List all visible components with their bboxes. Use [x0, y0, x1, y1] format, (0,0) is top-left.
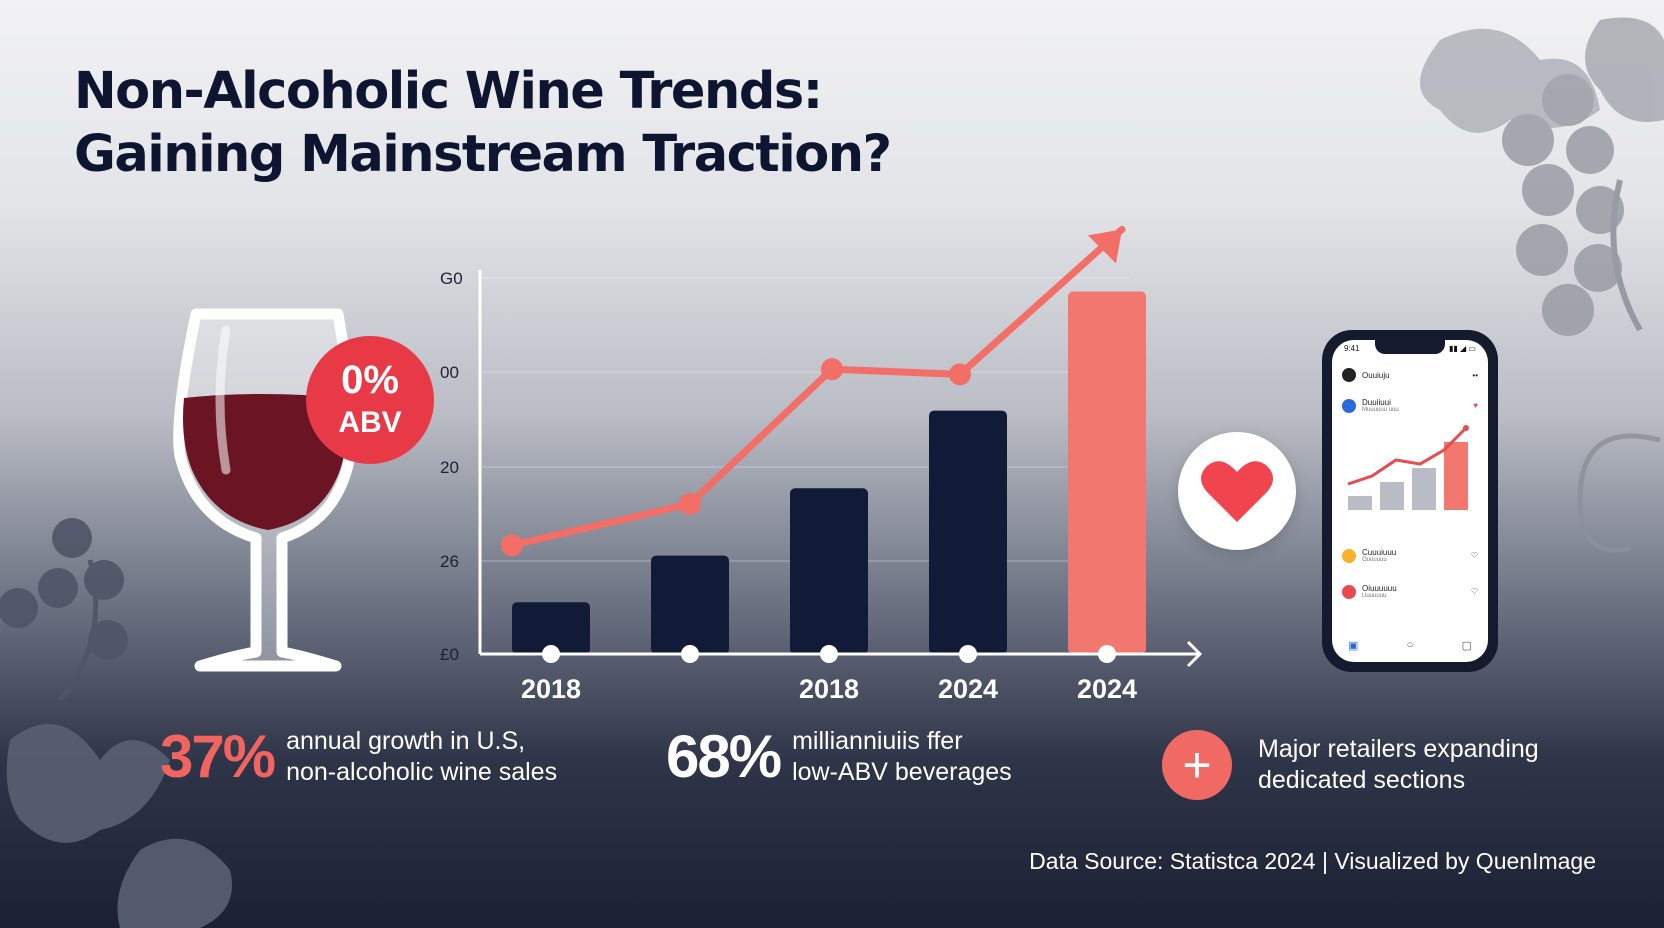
phone-heart-outline-icon[interactable]: ♡ [1470, 587, 1478, 596]
y-tick-label: 26 [440, 552, 459, 571]
phone-header-label: Ouuiuju [1362, 370, 1390, 380]
phone-signal-icon: ▮▮ ◢ ▭ [1449, 344, 1476, 353]
trend-point [501, 534, 523, 557]
chart-grid [480, 277, 1130, 562]
x-category-label: 2018 [521, 674, 581, 704]
phone-mini-line [1347, 426, 1468, 486]
phone-home-tab-icon[interactable]: ▣ [1348, 640, 1359, 652]
phone-item-sub: Uuuuuuu [1362, 593, 1387, 599]
y-tick-label: £0 [440, 645, 459, 664]
phone-item-icon [1342, 584, 1356, 599]
phone-more-icon[interactable]: •• [1472, 370, 1478, 380]
bar [512, 602, 590, 654]
highlight-bar [1068, 291, 1146, 654]
phone-mini-bar [1380, 482, 1404, 510]
phone-bag-tab-icon[interactable]: ▢ [1461, 640, 1472, 652]
phone-item-sub: Muuuuuu uuu [1362, 407, 1399, 413]
chart-labels: £0 26 20 00 G0 2018 2018 2024 2024 [440, 269, 1137, 704]
heart-icon [1201, 461, 1273, 522]
trend-arrow-icon [1088, 229, 1122, 264]
grapes-bottom-left-icon [0, 518, 232, 928]
x-category-label: 2018 [799, 674, 859, 704]
phone-mini-point [1463, 425, 1469, 431]
title-line-1: Non-Alcoholic Wine Trends: [74, 62, 823, 121]
stat-description: Major retailers expanding dedicated sect… [1258, 735, 1539, 794]
x-axis-marker [959, 645, 977, 663]
phone-item-label: Cuuuiuuu [1362, 548, 1397, 557]
x-category-label: 2024 [938, 674, 998, 704]
phone-item-label: Oiuuuuuu [1362, 584, 1397, 593]
phone-time: 9:41 [1344, 344, 1360, 353]
phone-mockup: 9:41 ▮▮ ◢ ▭ Ouuiuju •• Duuiiuui Muuuuuu … [1322, 330, 1498, 672]
x-axis-marker [542, 645, 560, 663]
phone-item-icon [1342, 548, 1356, 563]
phone-chat-tab-icon[interactable]: ○ [1406, 639, 1414, 651]
phone-list-item[interactable]: Oiuuuuuu Uuuuuuu ♡ [1342, 584, 1478, 599]
abv-badge-label: ABV [338, 406, 401, 439]
stat-retailers: + Major retailers expanding dedicated se… [1162, 730, 1539, 800]
stat-value: 68% [666, 723, 782, 790]
phone-item-sub: Ouuuuuu [1362, 557, 1387, 563]
phone-avatar [1342, 368, 1356, 382]
grapes-top-right-icon [1420, 17, 1664, 553]
phone-mini-bar [1444, 442, 1468, 510]
phone-tab-bar: ▣ ○ ▢ [1348, 639, 1472, 652]
trend-point [949, 363, 971, 386]
phone-item-label: Duuiiuui [1362, 398, 1391, 407]
phone-status-bar: 9:41 ▮▮ ◢ ▭ [1344, 344, 1476, 353]
phone-item-icon [1342, 398, 1356, 413]
stat-millennials: 68% millianniuiis ffer low-ABV beverages [666, 722, 1012, 791]
chart-trend-line [501, 225, 1126, 557]
trend-point [821, 358, 843, 381]
y-tick-label: G0 [440, 269, 463, 288]
stat-description: millianniuiis ffer low-ABV beverages [792, 726, 1012, 786]
phone-mini-bar [1348, 496, 1372, 510]
chart-bars [512, 291, 1146, 654]
stat-sales-growth: 37% annual growth in U.S, non-alcoholic … [160, 722, 557, 791]
abv-badge: 0% ABV [306, 336, 434, 464]
abv-badge-percent: 0% [341, 358, 399, 402]
trend-point [679, 492, 701, 515]
phone-list-item[interactable]: Cuuuiuuu Ouuuuuu ♡ [1342, 548, 1478, 563]
plus-icon: + [1162, 730, 1232, 800]
x-axis-marker [1098, 645, 1116, 663]
phone-list-item[interactable]: Duuiiuui Muuuuuu uuu ♥ [1342, 398, 1478, 413]
x-axis-marker [820, 645, 838, 663]
stat-description: annual growth in U.S, non-alcoholic wine… [286, 726, 558, 786]
page-title: Non-Alcoholic Wine Trends: Gaining Mains… [74, 60, 892, 186]
x-category-label: 2024 [1077, 674, 1137, 704]
phone-notch [1375, 340, 1445, 354]
bar [929, 410, 1007, 654]
bar [651, 555, 729, 654]
data-source-footer: Data Source: Statistca 2024 | Visualized… [1029, 848, 1596, 874]
bar [790, 488, 868, 654]
heart-bubble [1178, 432, 1296, 550]
phone-chat-icon[interactable]: ♡ [1470, 551, 1478, 560]
phone-mini-bar [1412, 468, 1436, 510]
y-tick-label: 20 [440, 458, 459, 477]
x-axis-marker [681, 645, 699, 663]
y-tick-label: 00 [440, 363, 459, 382]
title-line-2: Gaining Mainstream Traction? [74, 125, 892, 184]
stat-value: 37% [160, 723, 276, 790]
x-axis-arrow-icon [1186, 640, 1203, 668]
phone-screen: 9:41 ▮▮ ◢ ▭ Ouuiuju •• Duuiiuui Muuuuuu … [1332, 340, 1488, 662]
chart-axes [478, 270, 1203, 668]
phone-mini-chart [1347, 425, 1469, 510]
phone-header-row: Ouuiuju •• [1342, 368, 1478, 382]
phone-like-icon[interactable]: ♥ [1473, 401, 1478, 410]
